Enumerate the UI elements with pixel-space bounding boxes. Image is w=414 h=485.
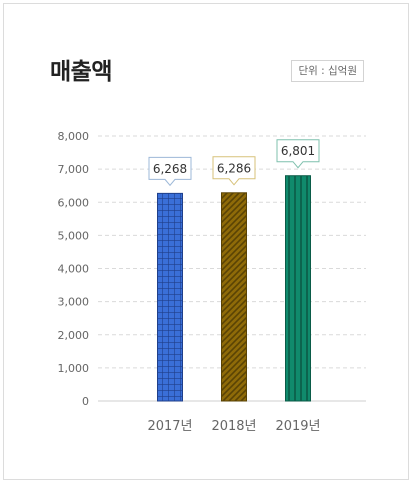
bar — [157, 192, 183, 402]
data-label: 6,801 — [276, 139, 320, 169]
data-label: 6,286 — [212, 156, 256, 186]
data-label-text: 6,286 — [217, 161, 251, 175]
bar — [285, 175, 311, 402]
y-tick-label: 3,000 — [58, 296, 90, 309]
bars — [157, 175, 311, 402]
data-label-box — [212, 156, 256, 186]
chart-title: 매출액 — [50, 59, 112, 85]
data-label-box — [148, 156, 192, 187]
y-tick-label: 5,000 — [58, 229, 90, 242]
data-label-box — [276, 139, 320, 169]
x-tick-label: 2019년 — [275, 419, 320, 434]
y-tick-label: 0 — [82, 395, 89, 408]
x-tick-label: 2017년 — [147, 419, 192, 434]
data-label-text: 6,801 — [281, 144, 315, 158]
data-label-text: 6,268 — [153, 162, 187, 176]
y-tick-label: 4,000 — [58, 263, 90, 276]
x-tick-label: 2018년 — [211, 419, 256, 434]
y-tick-label: 7,000 — [58, 163, 90, 176]
bar — [221, 192, 247, 402]
data-labels: 6,268 6,286 6,801 — [148, 139, 320, 187]
data-label: 6,268 — [148, 156, 192, 187]
x-axis-ticks: 2017년 2018년 2019년 — [147, 419, 320, 434]
y-axis-ticks: 0 1,000 2,000 3,000 4,000 5,000 6,000 7,000 8,00… — [58, 130, 90, 408]
y-tick-label: 2,000 — [58, 329, 90, 342]
unit-badge: 단위 : 십억원 — [291, 60, 364, 82]
y-tick-label: 8,000 — [58, 130, 90, 143]
y-tick-label: 1,000 — [58, 362, 90, 375]
y-tick-label: 6,000 — [58, 196, 90, 209]
